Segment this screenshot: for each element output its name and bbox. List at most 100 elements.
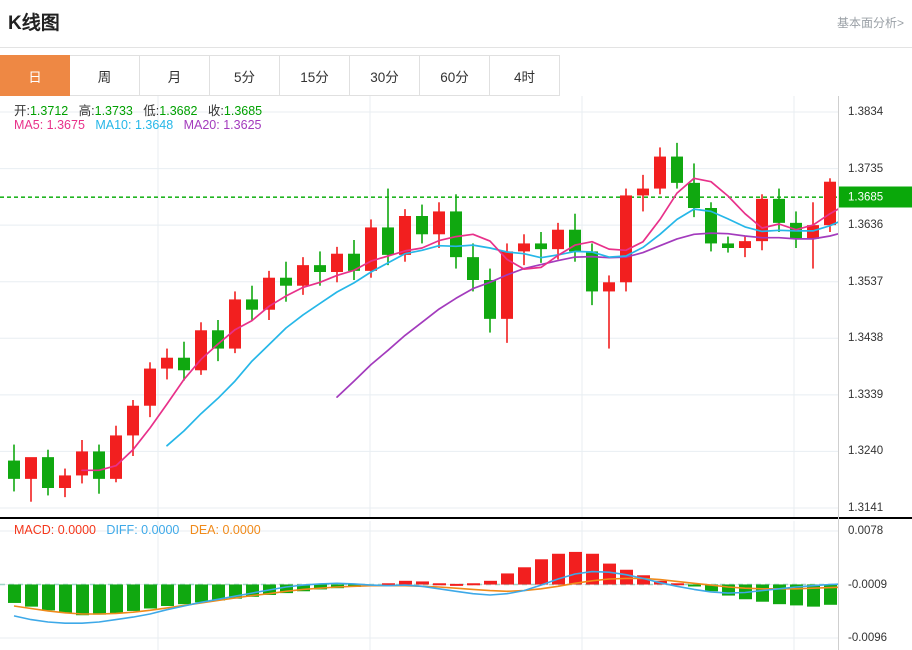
price-axis-tick: 1.3438 [848, 332, 884, 345]
macd-histogram-bar [756, 584, 769, 602]
candle [416, 204, 428, 244]
macd-histogram-bar [59, 584, 72, 613]
macd-histogram-bar [824, 584, 837, 605]
candle [42, 449, 54, 496]
tabbar-filler [560, 55, 912, 96]
candle [620, 188, 632, 292]
timeframe-tabbar: 日周月 5分 15分 30分 60分 4时 [0, 55, 912, 96]
tab-月[interactable]: 月 [140, 55, 210, 96]
macd-histogram-bar [773, 584, 786, 605]
macd-histogram-bar [450, 583, 463, 586]
candle [314, 251, 326, 286]
macd-histogram-bar [722, 584, 735, 596]
price-axis-tick: 1.3636 [848, 219, 884, 232]
price-axis-tick: 1.3834 [848, 106, 884, 118]
macd-histogram-bar [93, 584, 106, 615]
ma5-line [81, 177, 838, 472]
candle [144, 362, 156, 418]
current-price-badge: 1.3685 [839, 186, 912, 208]
macd-histogram-bar [314, 584, 327, 590]
macd-histogram-bar [790, 584, 803, 606]
tab-日[interactable]: 日 [0, 55, 70, 96]
price-axis-tick: 1.3240 [848, 445, 884, 458]
macd-histogram-bar [620, 569, 633, 585]
page-header: K线图 基本面分析> [0, 0, 912, 48]
candle [263, 270, 275, 320]
macd-histogram-bar [433, 583, 446, 586]
dea-line [13, 577, 838, 615]
macd-axis-tick: -0.0009 [848, 578, 888, 591]
macd-histogram-bar [212, 584, 225, 601]
candle [467, 243, 479, 292]
page-title: K线图 [8, 13, 60, 34]
macd-histogram-bar [25, 584, 38, 607]
macd-histogram-bar [280, 584, 293, 594]
candle [824, 178, 836, 232]
macd-histogram-bar [807, 584, 820, 607]
candle [722, 236, 734, 253]
macd-histogram-bar [110, 584, 123, 614]
price-axis-tick: 1.3141 [848, 502, 884, 514]
ma10-line [166, 208, 838, 447]
candle [212, 320, 224, 362]
candle [195, 322, 207, 375]
macd-histogram-bar [416, 581, 429, 585]
candle [637, 174, 649, 212]
candle [807, 202, 819, 269]
candle [348, 240, 360, 280]
price-axis-tick: 1.3339 [848, 388, 884, 401]
candle [671, 142, 683, 189]
price-axis-tick: 1.3537 [848, 275, 884, 288]
candle [8, 444, 20, 492]
macd-histogram-bar [297, 584, 310, 592]
tab-5分[interactable]: 5分 [210, 55, 280, 96]
macd-histogram-bar [586, 553, 599, 585]
candle [331, 246, 343, 283]
macd-histogram-bar [671, 583, 684, 586]
tab-60分[interactable]: 60分 [420, 55, 490, 96]
candle [603, 275, 615, 349]
diff-line [13, 570, 838, 624]
tab-周[interactable]: 周 [70, 55, 140, 96]
price-chart-pane[interactable]: 开:1.3712 高:1.3733 低:1.3682 收:1.3685 MA5:… [0, 96, 838, 519]
candle [569, 213, 581, 262]
candle [552, 222, 564, 260]
macd-axis-tick: 0.0078 [848, 525, 884, 537]
candle [756, 194, 768, 251]
candle [229, 291, 241, 354]
macd-histogram-bar [688, 584, 701, 587]
fundamental-analysis-link[interactable]: 基本面分析> [836, 16, 904, 30]
tab-4时[interactable]: 4时 [490, 55, 560, 96]
candle [178, 341, 190, 381]
macd-histogram-bar [399, 580, 412, 585]
candle [739, 236, 751, 258]
price-axis-tick: 1.3735 [848, 162, 884, 175]
candle [450, 194, 462, 269]
macd-histogram-bar [42, 584, 55, 611]
macd-histogram-bar [603, 563, 616, 585]
macd-histogram-bar [501, 573, 514, 585]
macd-histogram-bar [569, 551, 582, 585]
macd-histogram-bar [467, 583, 480, 586]
candle [127, 400, 139, 456]
candle [586, 243, 598, 306]
candle [110, 425, 122, 483]
y-axis-pane: 1.3834 1.3735 1.3636 1.3537 1.3438 1.3339 1.32… [838, 96, 912, 650]
candle [246, 285, 258, 320]
macd-histogram-bar [127, 584, 140, 611]
macd-histogram-bar [518, 567, 531, 585]
macd-histogram-bar [637, 575, 650, 585]
macd-histogram-bar [76, 584, 89, 616]
tab-15分[interactable]: 15分 [280, 55, 350, 96]
macd-histogram-bar [705, 584, 718, 592]
candle [59, 468, 71, 498]
macd-histogram-bar [382, 583, 395, 586]
macd-chart-pane[interactable]: MACD: 0.0000 DIFF: 0.0000 DEA: 0.0000 [0, 521, 838, 650]
candle [654, 147, 666, 195]
macd-histogram-bar [178, 584, 191, 605]
macd-axis-tick: -0.0096 [848, 632, 888, 644]
candle [93, 444, 105, 494]
candle [382, 188, 394, 266]
tab-30分[interactable]: 30分 [350, 55, 420, 96]
